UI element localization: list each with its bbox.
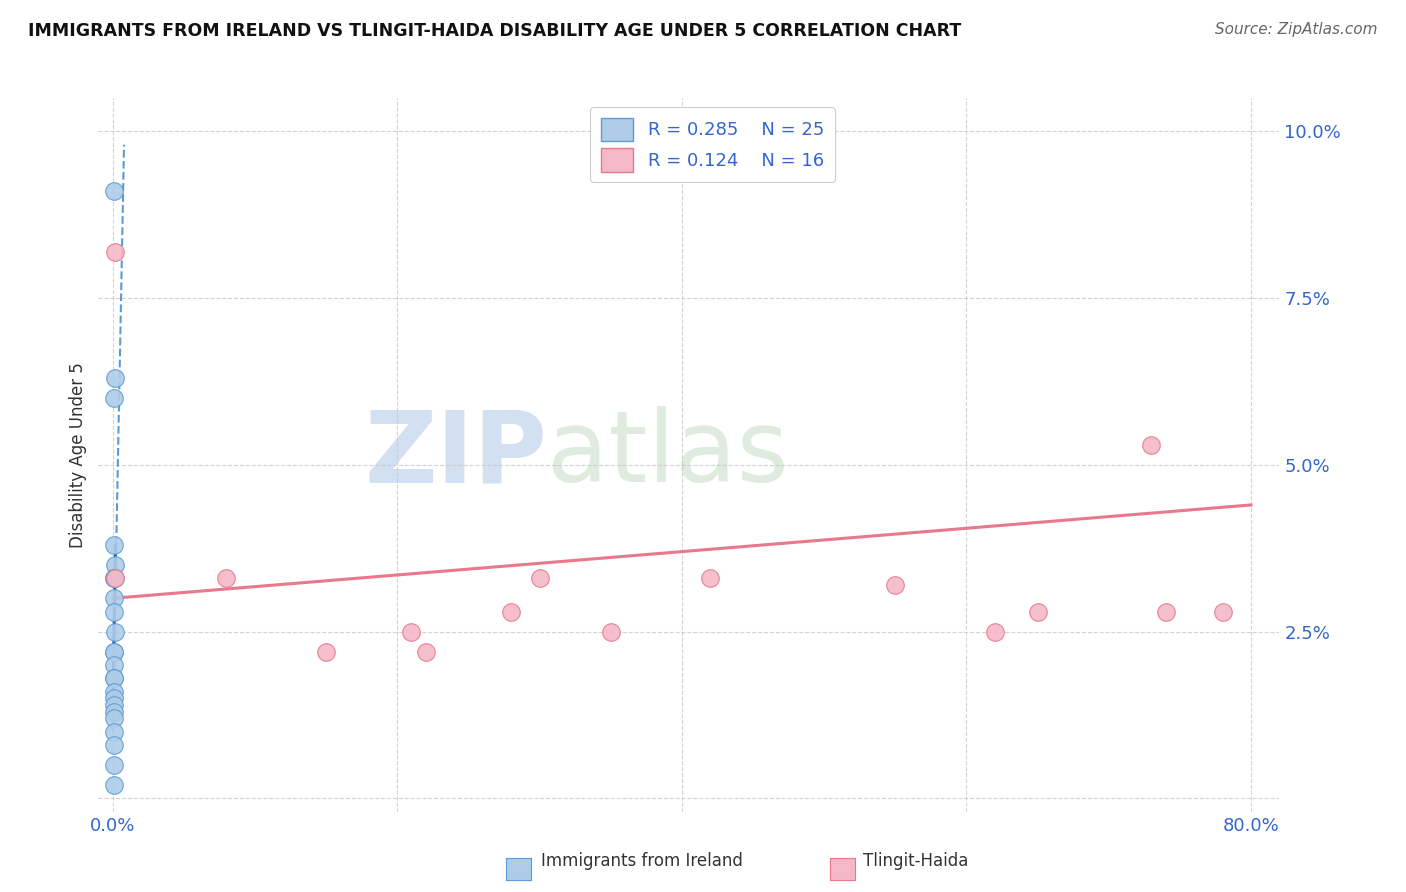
Point <box>215 571 238 585</box>
Point <box>104 571 127 585</box>
Point <box>104 371 127 385</box>
Point <box>103 738 125 752</box>
Point <box>103 684 125 698</box>
Point <box>599 624 621 639</box>
Text: Source: ZipAtlas.com: Source: ZipAtlas.com <box>1215 22 1378 37</box>
Point <box>103 691 125 706</box>
Point <box>103 658 125 673</box>
Point <box>104 624 127 639</box>
Point <box>104 558 127 572</box>
Point <box>1140 438 1163 452</box>
Point <box>401 624 423 639</box>
Point <box>103 645 125 659</box>
Point <box>103 705 125 719</box>
Point <box>103 671 125 685</box>
Point <box>1154 605 1177 619</box>
Text: atlas: atlas <box>547 407 789 503</box>
Point <box>104 244 127 259</box>
Point <box>104 571 127 585</box>
Text: Tlingit-Haida: Tlingit-Haida <box>863 852 969 870</box>
Point <box>415 645 437 659</box>
Y-axis label: Disability Age Under 5: Disability Age Under 5 <box>69 362 87 548</box>
Point <box>103 571 125 585</box>
Point <box>103 571 125 585</box>
Text: ZIP: ZIP <box>364 407 547 503</box>
Point <box>1212 605 1234 619</box>
Point <box>529 571 551 585</box>
Point <box>103 591 125 606</box>
Point <box>103 605 125 619</box>
Text: IMMIGRANTS FROM IRELAND VS TLINGIT-HAIDA DISABILITY AGE UNDER 5 CORRELATION CHAR: IMMIGRANTS FROM IRELAND VS TLINGIT-HAIDA… <box>28 22 962 40</box>
Legend: R = 0.285    N = 25, R = 0.124    N = 16: R = 0.285 N = 25, R = 0.124 N = 16 <box>591 107 835 183</box>
Point <box>984 624 1007 639</box>
Point <box>884 578 907 592</box>
Point <box>103 538 125 552</box>
Point <box>103 698 125 712</box>
Point <box>103 758 125 772</box>
Point <box>103 711 125 725</box>
Point <box>315 645 337 659</box>
Point <box>1026 605 1049 619</box>
Text: Immigrants from Ireland: Immigrants from Ireland <box>541 852 744 870</box>
Point <box>103 645 125 659</box>
Point <box>699 571 721 585</box>
Point <box>103 671 125 685</box>
Point <box>103 185 125 199</box>
Point <box>103 391 125 405</box>
Point <box>103 724 125 739</box>
Point <box>103 778 125 792</box>
Point <box>499 605 522 619</box>
